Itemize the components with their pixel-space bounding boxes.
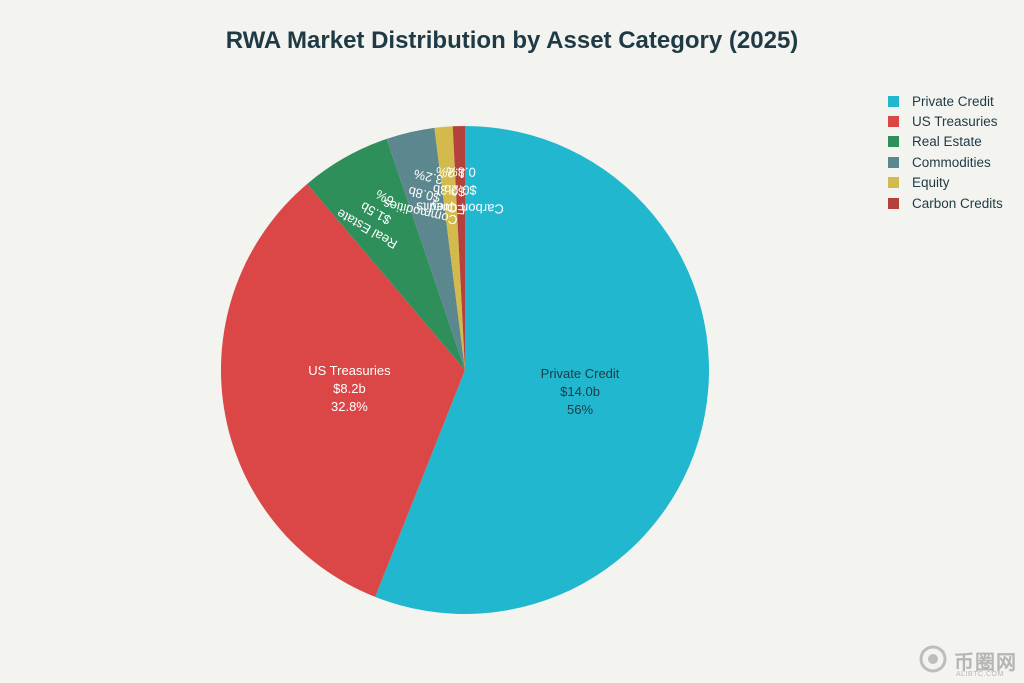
slice-equity[interactable] [434, 126, 465, 370]
slice-real-estate[interactable] [307, 138, 465, 370]
legend-swatch [888, 177, 899, 189]
legend-swatch [888, 156, 899, 168]
legend-label: Real Estate [912, 134, 982, 150]
watermark-subtext: ALIBTC.COM [956, 671, 1004, 678]
legend-item-equity[interactable]: Equity [888, 173, 1003, 193]
slice-label-private-credit: Private Credit $14.0b 56% [541, 366, 620, 417]
slice-label-equity: Equity$0.3b1.2% [428, 164, 469, 218]
legend-item-real-estate[interactable]: Real Estate [888, 132, 1003, 152]
legend-label: Private Credit [912, 93, 994, 109]
watermark-text: 币圈网 [954, 652, 1017, 674]
slice-us-treasuries[interactable] [220, 183, 465, 597]
legend-label: Equity [912, 175, 950, 191]
legend-item-us-treasuries[interactable]: US Treasuries [888, 111, 1003, 131]
slice-label-us-treasuries: US Treasuries $8.2b 32.8% [308, 363, 391, 414]
legend-item-carbon-credits[interactable]: Carbon Credits [888, 193, 1003, 213]
slice-commodities[interactable] [386, 127, 465, 370]
legend-swatch [888, 136, 899, 148]
legend-swatch [888, 116, 899, 128]
slice-private-credit[interactable] [375, 126, 709, 614]
legend-label: US Treasuries [912, 114, 998, 130]
legend: Private Credit US Treasuries Real Estate Co… [888, 91, 1003, 213]
slice-carbon-credits[interactable] [452, 126, 465, 370]
watermark: 币圈网 ALIBTC.COM [914, 640, 1022, 682]
watermark-logo-icon [919, 645, 947, 673]
legend-swatch [888, 197, 899, 209]
slice-label-carbon-credits: Carbon Credits$0.2b0.8% [416, 163, 505, 216]
legend-label: Carbon Credits [912, 195, 1003, 211]
legend-item-private-credit[interactable]: Private Credit [888, 91, 1003, 111]
legend-swatch [888, 95, 899, 107]
legend-label: Commodities [912, 154, 991, 170]
legend-item-commodities[interactable]: Commodities [888, 152, 1003, 172]
chart-title: RWA Market Distribution by Asset Categor… [225, 27, 799, 54]
pie-slices [220, 126, 709, 614]
